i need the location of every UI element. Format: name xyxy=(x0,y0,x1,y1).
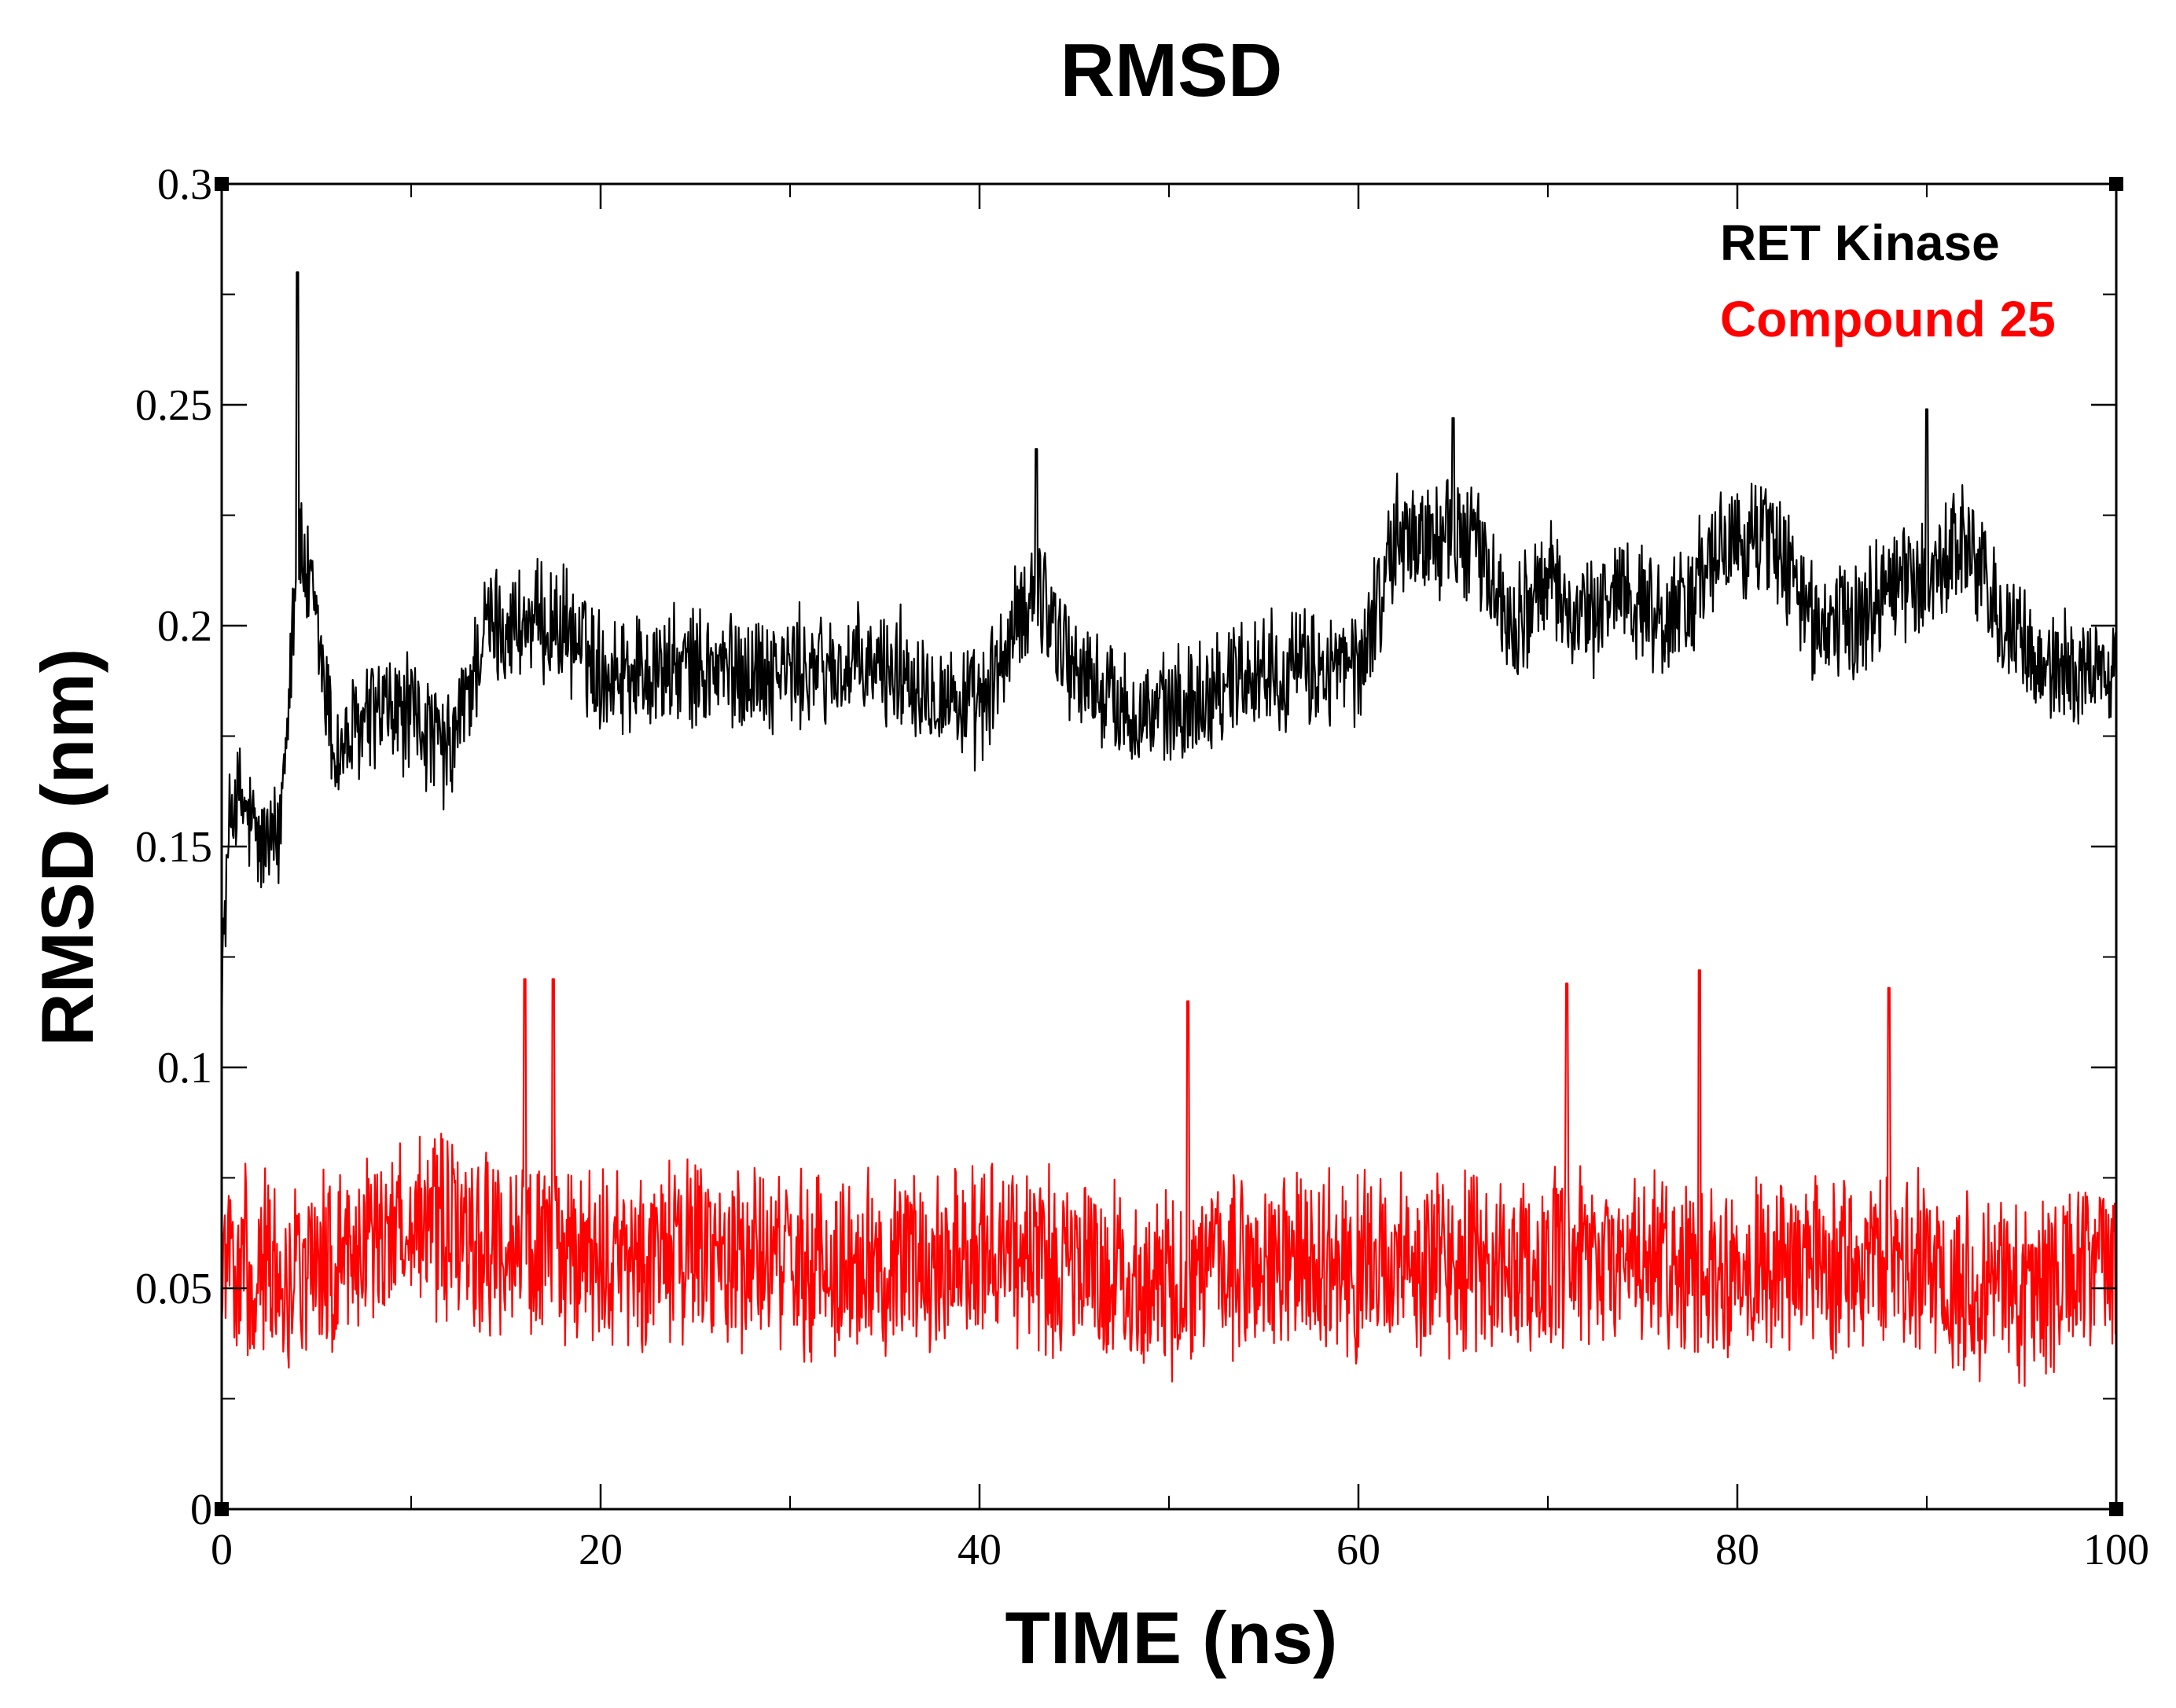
legend-entry-ret-kinase: RET Kinase xyxy=(1720,215,2000,271)
y-tick-label: 0.05 xyxy=(135,1265,212,1313)
x-axis-label: TIME (ns) xyxy=(1005,1596,1338,1679)
chart-title: RMSD xyxy=(1060,28,1283,112)
legend-entry-compound-25: Compound 25 xyxy=(1720,291,2056,347)
y-tick-label: 0.3 xyxy=(157,160,212,209)
y-tick-label: 0.25 xyxy=(135,381,212,430)
x-tick-label: 20 xyxy=(579,1526,623,1574)
y-tick-label: 0.2 xyxy=(157,602,212,651)
y-axis-label: RMSD (nm) xyxy=(26,648,108,1047)
series-line-ret-kinase xyxy=(220,271,2118,1045)
series-line-compound-25 xyxy=(220,969,2118,1387)
series-layer xyxy=(220,271,2118,1387)
x-tick-label: 40 xyxy=(958,1526,1002,1574)
axes-layer: 0 20 40 60 80 100 0 0.05 0.1 0.15 0.2 0.25 0.3 xyxy=(135,160,2149,1574)
y-tick-label: 0.1 xyxy=(157,1044,212,1093)
y-tick-label: 0 xyxy=(190,1486,212,1534)
x-tick-label: 0 xyxy=(211,1526,233,1574)
y-tick-label: 0.15 xyxy=(135,823,212,872)
x-tick-label: 100 xyxy=(2083,1526,2149,1574)
x-tick-label: 80 xyxy=(1715,1526,1759,1574)
x-tick-label: 60 xyxy=(1336,1526,1380,1574)
